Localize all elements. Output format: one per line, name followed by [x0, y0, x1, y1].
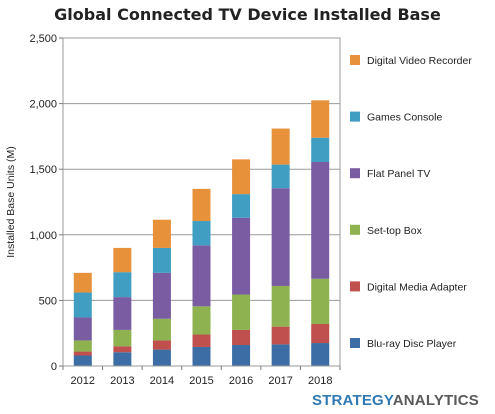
y-tick-label: 2,500	[29, 33, 57, 45]
axes: 0 500 1,000 1,500 2,000 2,500 2012 2013 2014 2015…	[29, 33, 341, 387]
bar-segment	[232, 194, 251, 218]
y-tick-label: 1,500	[29, 164, 57, 176]
bar-segment	[73, 317, 92, 341]
bar-segment	[232, 217, 251, 295]
bar-segment	[73, 355, 92, 366]
bar-segment	[192, 334, 211, 347]
bar-segment	[311, 100, 330, 138]
bar-segment	[152, 219, 171, 248]
x-tick-label: 2012	[71, 375, 95, 387]
bar-segment	[113, 272, 132, 298]
y-tick-label: 500	[39, 295, 57, 307]
bar-segment	[232, 159, 251, 195]
bar-segment	[271, 188, 290, 286]
bar-segment	[113, 352, 132, 366]
legend-label: Digital Video Recorder	[367, 55, 472, 67]
legend-label: Set-top Box	[367, 225, 423, 237]
bar-segment	[232, 294, 251, 330]
brand-part-2: ANALYTICS	[392, 392, 479, 409]
legend-swatch	[350, 281, 360, 292]
y-tick-label: 1,000	[29, 230, 57, 242]
bar-segment	[271, 164, 290, 189]
bar-segment	[271, 344, 290, 366]
bar-segment	[192, 221, 211, 246]
x-tick-label: 2018	[308, 375, 332, 387]
legend: Digital Video Recorder Games Console Flat …	[350, 55, 472, 350]
x-tick-label: 2016	[229, 375, 253, 387]
bar-segment	[271, 326, 290, 345]
bar-segment	[311, 278, 330, 325]
bar-segment	[311, 324, 330, 344]
plot-frame	[62, 37, 341, 367]
y-tick-label: 2,000	[29, 99, 57, 111]
bar-segment	[192, 306, 211, 335]
bar-segment	[192, 346, 211, 366]
bar-segment	[311, 343, 330, 366]
legend-swatch	[350, 55, 360, 65]
bar-segment	[311, 137, 330, 162]
x-tick-label: 2017	[268, 375, 292, 387]
legend-swatch	[350, 338, 360, 348]
legend-label: Blu-ray Disc Player	[367, 338, 457, 350]
legend-swatch	[350, 111, 360, 122]
chart-title: Global Connected TV Device Installed Bas…	[54, 5, 441, 24]
brand-part-1: STRATEGY	[311, 392, 393, 409]
legend-label: Games Console	[367, 112, 442, 124]
bar-segment	[73, 351, 92, 356]
bar-segment	[73, 272, 92, 293]
bar-segment	[232, 329, 251, 346]
bar-segment	[113, 297, 132, 330]
bar-segment	[271, 285, 290, 327]
bar-segment	[192, 188, 211, 222]
x-tick-label: 2013	[110, 375, 134, 387]
bar-segment	[152, 318, 171, 341]
bar-segment	[73, 292, 92, 318]
bar-segment	[232, 345, 251, 366]
bar-segment	[113, 346, 132, 353]
bar-segment	[152, 272, 171, 319]
bar-segment	[311, 161, 330, 279]
bars	[73, 100, 330, 366]
legend-label: Digital Media Adapter	[367, 281, 467, 293]
y-tick-label: 0	[51, 361, 57, 373]
bar-segment	[73, 340, 92, 352]
bar-segment	[152, 247, 171, 273]
bar-segment	[192, 245, 211, 307]
brand-logo: STRATEGYANALYTICS	[312, 392, 479, 409]
x-tick-label: 2014	[150, 375, 174, 387]
bar-segment	[152, 340, 171, 350]
y-axis-label: Installed Base Units (M)	[5, 146, 17, 257]
bar-segment	[271, 128, 290, 165]
bar-segment	[113, 247, 132, 273]
legend-swatch	[350, 168, 360, 179]
x-tick-label: 2015	[189, 375, 213, 387]
legend-swatch	[350, 224, 360, 235]
legend-label: Flat Panel TV	[367, 168, 430, 180]
bar-segment	[113, 329, 132, 347]
bar-segment	[152, 349, 171, 366]
